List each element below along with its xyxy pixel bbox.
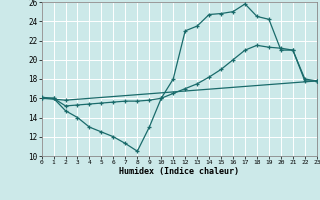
X-axis label: Humidex (Indice chaleur): Humidex (Indice chaleur) — [119, 167, 239, 176]
